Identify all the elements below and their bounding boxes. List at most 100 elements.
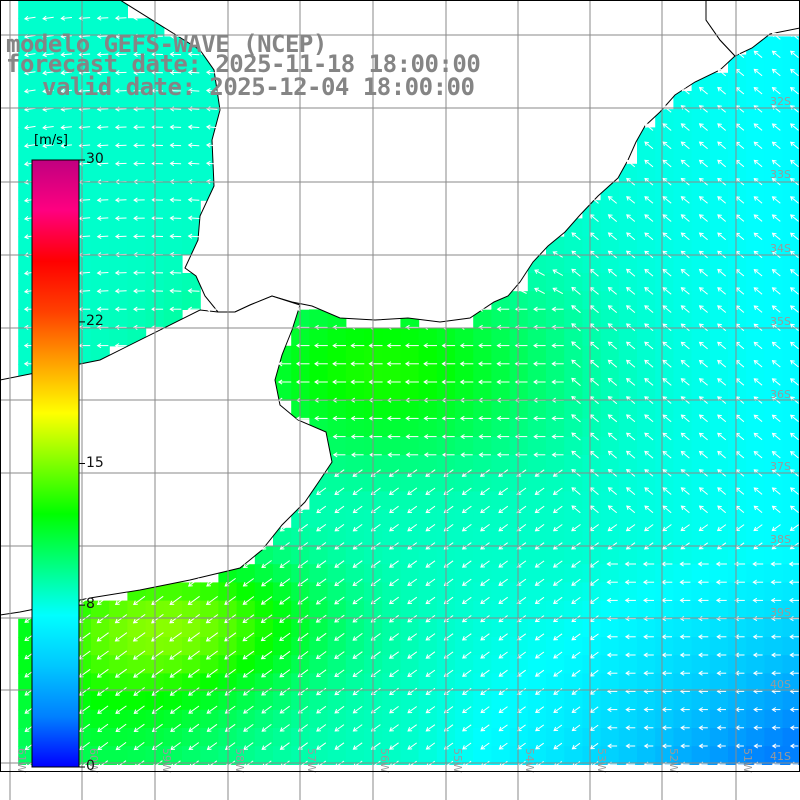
- wind-arrow-head: [242, 582, 248, 587]
- wind-arrow: [386, 361, 401, 367]
- wind-arrow: [187, 197, 200, 203]
- wind-arrow-head: [459, 415, 465, 421]
- wind-arrow-head: [607, 432, 613, 438]
- wind-speed-cell: [473, 582, 492, 602]
- wind-arrow: [680, 414, 690, 423]
- wind-speed-cell: [600, 382, 620, 401]
- wind-speed-cell: [236, 582, 256, 602]
- wind-arrow-shaft: [553, 505, 563, 514]
- wind-speed-cell: [382, 582, 401, 602]
- wind-arrow-head: [115, 691, 120, 696]
- wind-arrow-shaft: [43, 71, 54, 74]
- wind-speed-cell: [36, 109, 56, 128]
- wind-arrow-head: [480, 654, 486, 659]
- wind-arrow-shaft: [753, 141, 763, 149]
- wind-speed-cell: [273, 655, 292, 674]
- wind-arrow-shaft: [97, 614, 109, 624]
- wind-arrow-shaft: [644, 524, 654, 532]
- wind-arrow-shaft: [79, 723, 91, 732]
- wind-arrow-head: [625, 432, 631, 438]
- wind-arrow-head: [753, 178, 759, 183]
- wind-arrow-shaft: [717, 451, 727, 459]
- wind-arrow: [789, 634, 799, 640]
- wind-arrow-head: [662, 359, 668, 365]
- wind-speed-cell: [546, 618, 565, 638]
- wind-speed-cell: [327, 527, 347, 547]
- wind-arrow-head: [625, 725, 630, 731]
- wind-arrow: [680, 524, 690, 532]
- wind-arrow-head: [169, 215, 175, 221]
- wind-arrow: [753, 50, 763, 58]
- wind-arrow-shaft: [717, 360, 727, 368]
- wind-speed-cell: [400, 728, 420, 747]
- wind-arrow-shaft: [261, 705, 272, 714]
- wind-arrow-head: [132, 637, 138, 642]
- wind-speed-cell: [637, 254, 656, 274]
- wind-arrow: [332, 379, 347, 385]
- wind-speed-cell: [709, 72, 729, 92]
- wind-arrow-shaft: [389, 742, 399, 750]
- wind-speed-cell: [564, 491, 583, 511]
- wind-arrow-shaft: [772, 123, 781, 131]
- wind-speed-cell: [509, 728, 529, 747]
- wind-arrow-head: [625, 450, 631, 456]
- wind-arrow: [187, 577, 200, 587]
- wind-arrow-shaft: [662, 524, 672, 532]
- wind-speed-cell: [618, 473, 638, 492]
- wind-arrow: [498, 633, 508, 641]
- wind-speed-cell: [637, 418, 656, 438]
- wind-speed-cell: [455, 418, 474, 438]
- wind-arrow-head: [717, 450, 722, 456]
- wind-arrow-shaft: [261, 596, 273, 605]
- wind-speed-cell: [418, 436, 438, 456]
- wind-speed-cell: [782, 109, 800, 128]
- wind-arrow-head: [389, 690, 394, 696]
- longitude-label: 56W: [378, 748, 391, 773]
- wind-speed-cell: [309, 564, 329, 583]
- wind-arrow-head: [279, 709, 285, 714]
- wind-speed-cell: [655, 491, 674, 511]
- wind-speed-cell: [418, 655, 438, 674]
- wind-arrow-shaft: [425, 614, 436, 623]
- wind-arrow: [626, 232, 636, 241]
- wind-arrow-head: [771, 414, 777, 420]
- wind-speed-cell: [291, 655, 310, 674]
- wind-arrow: [571, 305, 581, 314]
- wind-arrow: [478, 415, 492, 421]
- wind-speed-cell: [36, 91, 56, 110]
- wind-arrow-shaft: [280, 742, 290, 750]
- wind-arrow-shaft: [170, 723, 181, 732]
- wind-arrow: [460, 434, 473, 440]
- wind-speed-cell: [527, 564, 547, 583]
- wind-arrow-shaft: [717, 87, 727, 95]
- wind-arrow-shaft: [206, 705, 218, 714]
- wind-arrow-head: [352, 708, 358, 714]
- wind-arrow-head: [571, 432, 576, 438]
- wind-speed-cell: [764, 54, 784, 74]
- wind-arrow: [643, 670, 654, 676]
- wind-arrow-head: [607, 487, 613, 492]
- wind-arrow: [771, 32, 781, 40]
- wind-arrow-shaft: [188, 687, 200, 696]
- wind-speed-cell: [746, 673, 765, 693]
- wind-arrow-head: [771, 50, 777, 56]
- wind-speed-cell: [18, 18, 37, 37]
- wind-arrow: [260, 632, 273, 642]
- wind-arrow: [332, 361, 347, 367]
- wind-speed-cell: [564, 600, 583, 620]
- wind-speed-cell: [254, 564, 274, 583]
- wind-arrow: [571, 724, 581, 732]
- wind-arrow-head: [571, 305, 576, 310]
- wind-arrow: [752, 634, 763, 640]
- wind-arrow-head: [498, 526, 504, 532]
- wind-arrow-head: [771, 141, 777, 147]
- wind-arrow-head: [425, 545, 431, 550]
- wind-arrow-head: [478, 343, 483, 349]
- wind-arrow-head: [535, 763, 540, 768]
- wind-speed-cell: [691, 327, 711, 347]
- wind-arrow-head: [389, 745, 394, 750]
- wind-arrow: [625, 323, 636, 332]
- wind-arrow-head: [243, 709, 248, 714]
- wind-arrow-head: [771, 469, 777, 474]
- wind-arrow-shaft: [316, 523, 327, 532]
